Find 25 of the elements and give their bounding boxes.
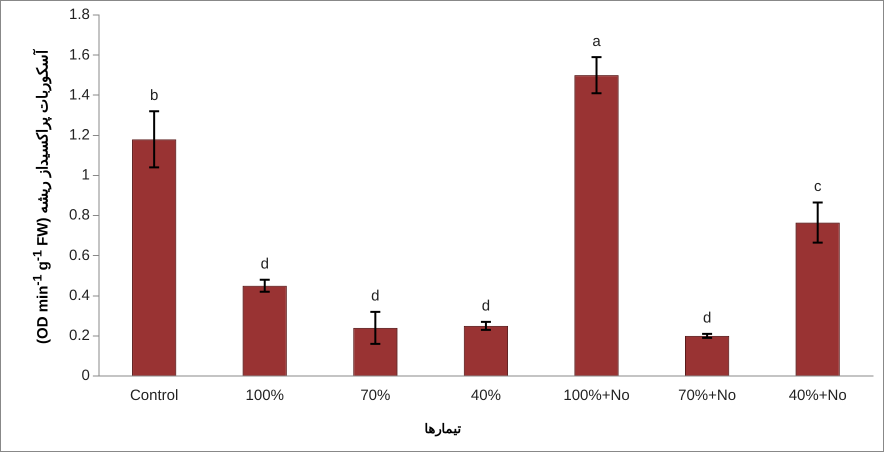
annotation: d — [371, 287, 380, 304]
x-tick-label: Control — [130, 387, 178, 404]
annotation: b — [150, 86, 158, 104]
y-tick-label: 1.2 — [68, 126, 90, 144]
y-tick-label: 0.2 — [68, 327, 90, 344]
annotation: d — [702, 310, 712, 327]
y-tick-label: 1.8 — [68, 6, 90, 24]
y-tick-label: 1 — [82, 166, 90, 184]
x-tick-label: 40% — [470, 387, 501, 404]
y-tick-label: 0.8 — [68, 206, 90, 224]
x-tick-label: 70%+No — [678, 387, 736, 404]
annotation: d — [482, 297, 490, 314]
y-tick-label: 0.6 — [68, 246, 90, 264]
y-tick-label: 0.4 — [68, 286, 90, 304]
annotation: d — [260, 255, 269, 272]
annotation: a — [592, 32, 602, 50]
x-tick-label: 100% — [246, 387, 284, 404]
annotation: c — [814, 178, 822, 196]
x-tick-label: 100%+No — [563, 387, 630, 404]
x-tick-label: 70% — [360, 387, 390, 404]
y-tick-label: 1.4 — [68, 86, 90, 104]
x-tick-label: 40%+No — [788, 387, 847, 404]
y-tick-label: 0 — [82, 367, 90, 384]
x-axis-title: تیمارها — [424, 421, 462, 436]
y-tick-label: 1.6 — [68, 46, 90, 64]
